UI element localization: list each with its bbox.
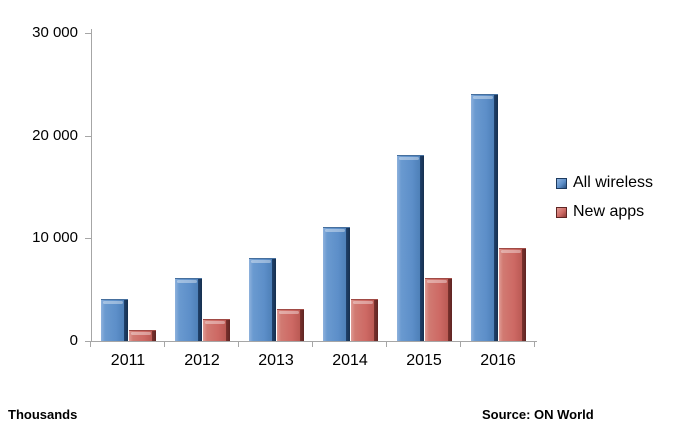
x-tick-label-2012: 2012 (184, 352, 220, 369)
bar-all-wireless-2015 (396, 155, 424, 341)
y-axis-line (91, 29, 92, 342)
bar-new-apps-2015 (424, 278, 452, 341)
y-tick-10000 (85, 238, 91, 239)
y-tick-20000 (85, 136, 91, 137)
bar-all-wireless-2011 (100, 299, 128, 341)
bar-new-apps-2011 (128, 330, 156, 341)
legend-item-all-wireless: All wireless (556, 174, 653, 192)
x-boundary-tick-4 (386, 342, 387, 347)
bar-all-wireless-2016 (470, 94, 498, 341)
bar-new-apps-2012 (202, 319, 230, 341)
y-tick-0 (85, 341, 91, 342)
plot-area (91, 33, 535, 341)
bar-all-wireless-2013 (248, 258, 276, 341)
x-boundary-tick-3 (312, 342, 313, 347)
x-tick-label-2013: 2013 (258, 352, 294, 369)
x-boundary-tick-2 (238, 342, 239, 347)
legend-item-new-apps: New apps (556, 203, 653, 221)
bar-new-apps-2013 (276, 309, 304, 341)
x-tick-label-2016: 2016 (480, 352, 516, 369)
legend-label: All wireless (573, 174, 654, 191)
x-boundary-tick-0 (90, 342, 91, 347)
x-boundary-tick-6 (534, 342, 535, 347)
x-boundary-tick-5 (460, 342, 461, 347)
legend-label: New apps (573, 203, 645, 220)
x-tick-label-2011: 2011 (110, 352, 146, 369)
legend-marker-icon (556, 206, 567, 218)
x-tick-label-2015: 2015 (406, 352, 442, 369)
legend: All wireless New apps (556, 174, 653, 232)
y-tick-label-30000: 30 000 (32, 24, 78, 41)
category-group-2012 (165, 33, 239, 341)
y-axis-unit-label: Thousands (8, 407, 78, 422)
source-label: Source: ON World (482, 407, 594, 422)
y-tick-label-10000: 10 000 (32, 229, 78, 246)
y-tick-label-0: 0 (69, 332, 78, 349)
legend-marker-icon (556, 177, 567, 189)
y-tick-30000 (85, 33, 91, 34)
bar-all-wireless-2012 (174, 278, 202, 341)
category-group-2011 (91, 33, 165, 341)
x-tick-label-2014: 2014 (332, 352, 368, 369)
x-axis-line (85, 341, 537, 342)
category-group-2013 (239, 33, 313, 341)
x-boundary-tick-1 (164, 342, 165, 347)
category-group-2014 (313, 33, 387, 341)
bar-new-apps-2014 (350, 299, 378, 341)
bar-new-apps-2016 (498, 248, 526, 341)
category-group-2015 (387, 33, 461, 341)
y-tick-label-20000: 20 000 (32, 127, 78, 144)
category-group-2016 (461, 33, 535, 341)
bar-all-wireless-2014 (322, 227, 350, 341)
